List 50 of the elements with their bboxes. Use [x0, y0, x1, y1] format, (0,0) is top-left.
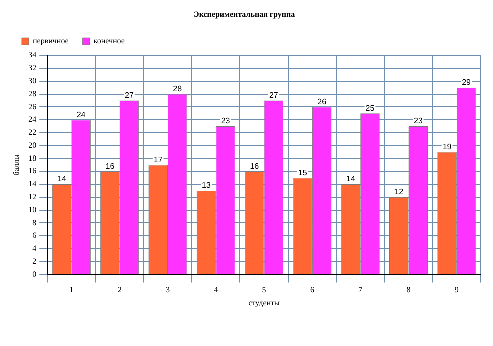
x-tick-label: 1 [70, 286, 74, 295]
data-label: 13 [202, 181, 212, 190]
y-tick-label: 28 [28, 89, 37, 98]
y-tick-label: 4 [32, 244, 37, 254]
y-tick-label: 10 [28, 205, 37, 214]
data-label: 25 [366, 104, 376, 113]
y-axis-title: баллы [12, 154, 21, 176]
y-tick-label: 30 [28, 76, 37, 86]
legend-label: первичное [33, 36, 70, 46]
data-label: 14 [346, 174, 356, 184]
y-tick-label: 26 [28, 102, 37, 112]
legend-label: конечное [94, 36, 126, 46]
x-tick-label: 5 [262, 286, 266, 295]
y-tick-label: 0 [32, 270, 37, 279]
x-tick-label: 6 [310, 286, 314, 295]
data-label: 19 [442, 142, 452, 152]
y-tick-label: 34 [28, 50, 37, 60]
data-label: 28 [173, 84, 183, 94]
chart-title: Экспериментальная группа [194, 10, 296, 19]
y-tick-label: 2 [32, 257, 37, 266]
data-label: 16 [250, 162, 260, 171]
data-label: 12 [394, 188, 404, 197]
data-label: 23 [414, 116, 424, 126]
x-axis-title: студенты [248, 298, 281, 308]
y-tick-label: 20 [28, 140, 37, 150]
y-tick-label: 18 [28, 154, 37, 163]
data-label: 29 [462, 78, 472, 88]
x-tick-label: 9 [454, 286, 459, 295]
x-tick-label: 4 [214, 286, 218, 295]
data-label: 16 [106, 162, 116, 171]
data-label: 23 [221, 116, 231, 126]
data-label: 27 [269, 90, 279, 100]
data-label: 15 [298, 168, 308, 178]
data-label: 26 [318, 97, 328, 106]
x-tick-label: 2 [118, 286, 122, 295]
data-label: 14 [58, 174, 68, 184]
x-tick-label: 7 [358, 286, 363, 295]
y-tick-label: 24 [28, 115, 37, 124]
y-tick-label: 32 [28, 64, 37, 73]
y-tick-label: 12 [28, 192, 37, 202]
y-tick-label: 8 [32, 218, 37, 228]
y-tick-label: 22 [28, 128, 37, 138]
data-label: 27 [125, 90, 134, 100]
y-tick-label: 14 [28, 180, 37, 189]
x-tick-label: 3 [166, 286, 170, 295]
y-tick-label: 16 [28, 166, 37, 176]
data-label: 17 [154, 155, 164, 164]
y-tick-label: 6 [32, 231, 37, 240]
data-label: 24 [76, 110, 86, 120]
x-tick-label: 8 [406, 286, 411, 295]
